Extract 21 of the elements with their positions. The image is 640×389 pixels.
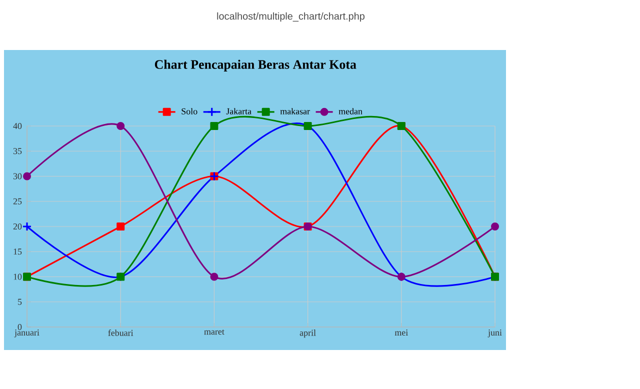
- x-tick-label: maret: [204, 330, 224, 335]
- y-tick-label: 15: [14, 248, 22, 255]
- text: localhost/multiple_chart/chart.php: [217, 12, 365, 22]
- y-tick-label: 20: [13, 223, 22, 230]
- x-tick-label: febuari: [108, 330, 134, 336]
- y-tick-label: 35: [13, 148, 22, 154]
- x-tick-label: april: [300, 330, 316, 338]
- y-tick-label: 40: [13, 122, 22, 130]
- y-tick-label: 25: [13, 198, 22, 204]
- y-tick-label: 0: [18, 324, 22, 330]
- legend-label: medan: [338, 108, 362, 114]
- y-tick-label: 30: [13, 173, 22, 180]
- legend-label: makasar: [280, 108, 310, 114]
- y-tick-label: 5: [18, 298, 22, 305]
- x-tick-label: juni: [488, 330, 502, 338]
- chart-title: Chart Pencapaian Beras Antar Kota: [154, 60, 356, 72]
- y-tick-label: 10: [14, 274, 22, 280]
- x-tick-label: januari: [14, 330, 40, 338]
- x-tick-label: mei: [394, 330, 408, 336]
- legend-label: Solo: [182, 108, 198, 114]
- legend-label: Jakarta: [226, 108, 252, 114]
